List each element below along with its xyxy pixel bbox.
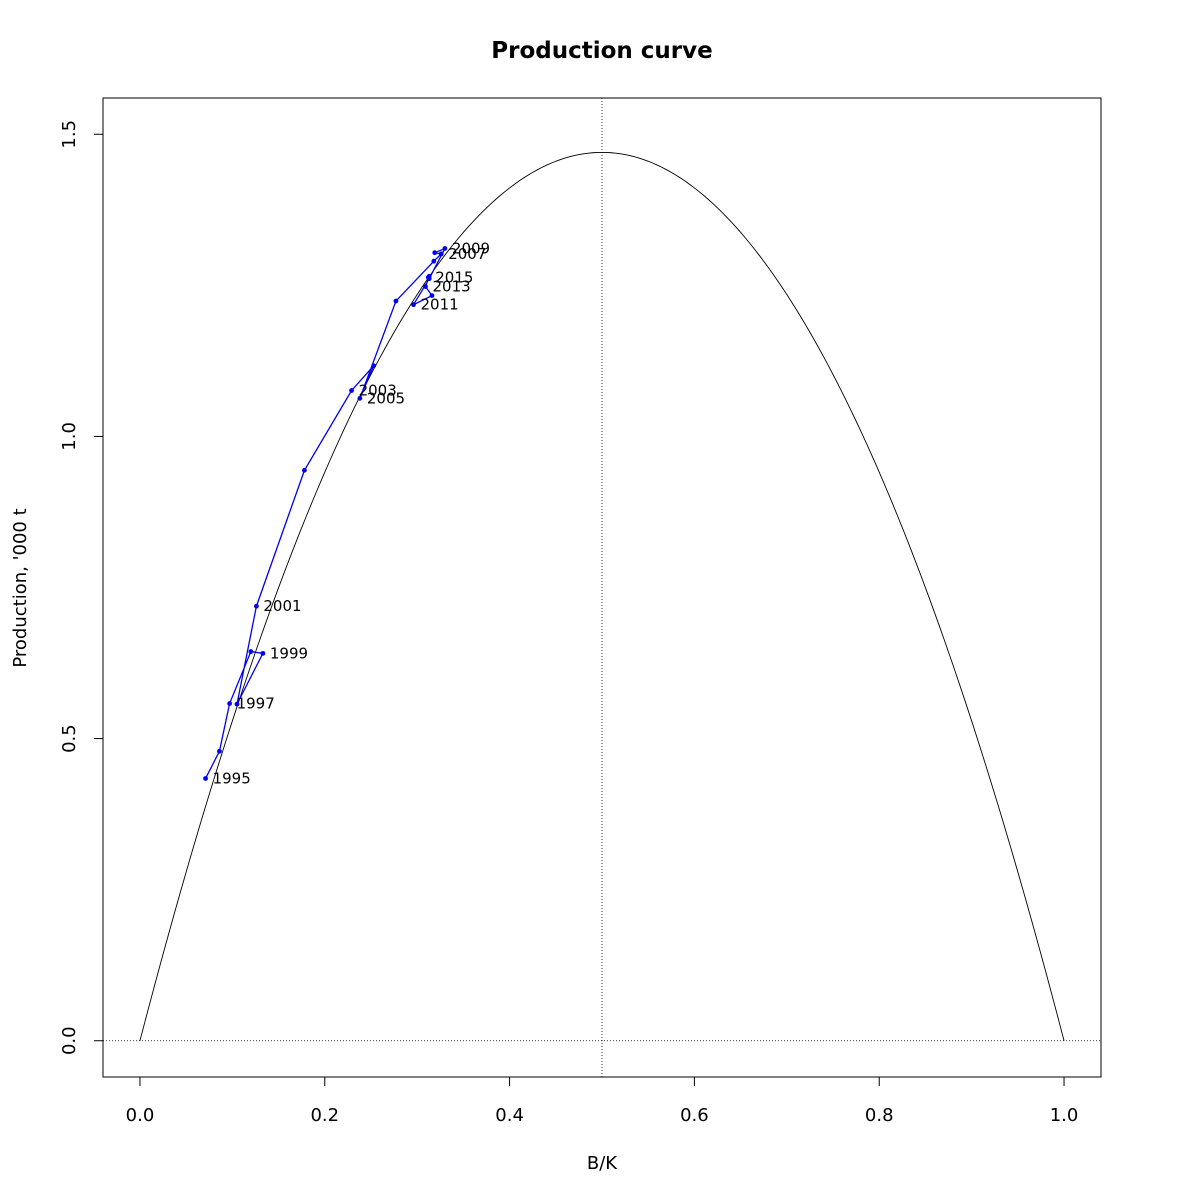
data-point: [442, 246, 448, 251]
point-label: 2013: [433, 278, 471, 296]
series-line: [204, 247, 447, 779]
y-axis: 0.0 0.5 1.0 1.5: [59, 120, 103, 1055]
data-point: [423, 284, 428, 289]
point-label: 2011: [420, 296, 458, 314]
data-point: [432, 250, 438, 256]
point-label: 1995: [213, 769, 251, 787]
y-tick-label: 0.0: [59, 1026, 80, 1055]
point-label: 1999: [270, 644, 308, 662]
x-axis-label: B/K: [587, 1153, 618, 1174]
data-point: [349, 388, 354, 393]
data-point: [302, 467, 307, 473]
data-point: [429, 293, 435, 299]
x-axis: 0.0 0.2 0.4 0.6 0.8 1.0: [126, 1077, 1079, 1126]
data-point: [393, 298, 399, 304]
y-tick-label: 0.5: [59, 724, 80, 753]
point-label: 2001: [263, 597, 301, 615]
data-point: [371, 363, 377, 369]
y-tick-label: 1.5: [59, 120, 80, 149]
point-label: 2003: [359, 381, 397, 399]
x-tick-label: 0.4: [495, 1105, 524, 1126]
data-point: [253, 603, 259, 609]
data-point: [438, 251, 444, 257]
data-point: [217, 748, 222, 754]
data-point: [234, 701, 240, 707]
data-point: [425, 275, 431, 280]
data-point: [227, 701, 232, 706]
x-tick-label: 0.6: [680, 1105, 709, 1126]
point-label: 2009: [452, 239, 490, 257]
data-point: [203, 776, 208, 781]
point-label: 2007: [448, 245, 486, 263]
x-tick-label: 0.8: [865, 1105, 894, 1126]
point-label: 2015: [435, 268, 473, 286]
point-label: 2005: [367, 389, 405, 407]
chart-title: Production curve: [491, 38, 712, 64]
series-points: [203, 246, 448, 781]
point-label: 1997: [237, 695, 275, 713]
data-point: [357, 395, 363, 401]
data-point: [260, 650, 266, 656]
y-tick-label: 1.0: [59, 422, 80, 451]
y-axis-label: Production, '000 t: [10, 508, 31, 667]
x-tick-label: 1.0: [1050, 1105, 1079, 1126]
series-labels: 1995199719992001200320052007200920112013…: [213, 239, 491, 787]
production-curve-line: [139, 151, 1065, 1041]
data-point: [248, 649, 254, 654]
x-tick-label: 0.0: [126, 1105, 155, 1126]
data-point: [411, 302, 416, 308]
reference-lines: [103, 98, 1101, 1077]
x-tick-label: 0.2: [310, 1105, 339, 1126]
data-point: [431, 258, 437, 264]
